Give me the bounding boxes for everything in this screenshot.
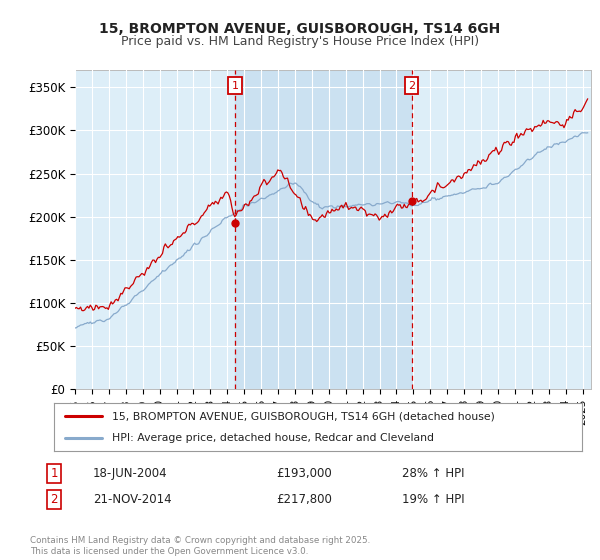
Text: 1: 1 — [50, 466, 58, 480]
Text: 2: 2 — [408, 81, 415, 91]
Text: HPI: Average price, detached house, Redcar and Cleveland: HPI: Average price, detached house, Redc… — [112, 433, 434, 443]
Bar — [235, 70, 412, 389]
Text: 19% ↑ HPI: 19% ↑ HPI — [402, 493, 464, 506]
Text: 21-NOV-2014: 21-NOV-2014 — [93, 493, 172, 506]
Text: Contains HM Land Registry data © Crown copyright and database right 2025.
This d: Contains HM Land Registry data © Crown c… — [30, 536, 370, 556]
Text: 15, BROMPTON AVENUE, GUISBOROUGH, TS14 6GH (detached house): 15, BROMPTON AVENUE, GUISBOROUGH, TS14 6… — [112, 411, 495, 421]
Text: Price paid vs. HM Land Registry's House Price Index (HPI): Price paid vs. HM Land Registry's House … — [121, 35, 479, 48]
Text: £193,000: £193,000 — [276, 466, 332, 480]
Text: 1: 1 — [232, 81, 239, 91]
Text: 2: 2 — [50, 493, 58, 506]
Text: 18-JUN-2004: 18-JUN-2004 — [93, 466, 167, 480]
Text: £217,800: £217,800 — [276, 493, 332, 506]
Text: 28% ↑ HPI: 28% ↑ HPI — [402, 466, 464, 480]
Text: 15, BROMPTON AVENUE, GUISBOROUGH, TS14 6GH: 15, BROMPTON AVENUE, GUISBOROUGH, TS14 6… — [100, 22, 500, 36]
